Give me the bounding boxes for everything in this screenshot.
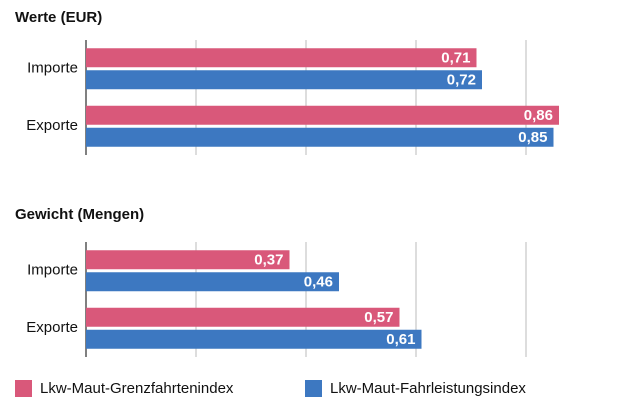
y-tick-label: Importe [27, 262, 78, 279]
legend-swatch [15, 380, 32, 397]
bar [86, 307, 400, 327]
value-label: 0,85 [518, 129, 547, 146]
bar [86, 105, 559, 125]
value-label: 0,86 [524, 107, 553, 124]
y-tick-label: Importe [27, 60, 78, 77]
bar [86, 250, 290, 270]
bar [86, 48, 477, 68]
legend-label: Lkw-Maut-Fahrleistungsindex [330, 380, 526, 397]
y-tick-label: Exporte [26, 319, 78, 336]
legend-label: Lkw-Maut-Grenzfahrtenindex [40, 380, 234, 397]
y-tick-label: Exporte [26, 117, 78, 134]
legend-swatch [305, 380, 322, 397]
bar [86, 272, 339, 292]
chart-title: Gewicht (Mengen) [15, 206, 144, 223]
bar [86, 329, 422, 349]
value-label: 0,57 [364, 309, 393, 326]
bar [86, 127, 554, 147]
value-label: 0,61 [386, 331, 415, 348]
bar [86, 70, 482, 90]
value-label: 0,46 [304, 274, 333, 291]
value-label: 0,71 [441, 50, 470, 67]
value-label: 0,72 [447, 72, 476, 89]
chart-title: Werte (EUR) [15, 9, 102, 26]
value-label: 0,37 [254, 252, 283, 269]
